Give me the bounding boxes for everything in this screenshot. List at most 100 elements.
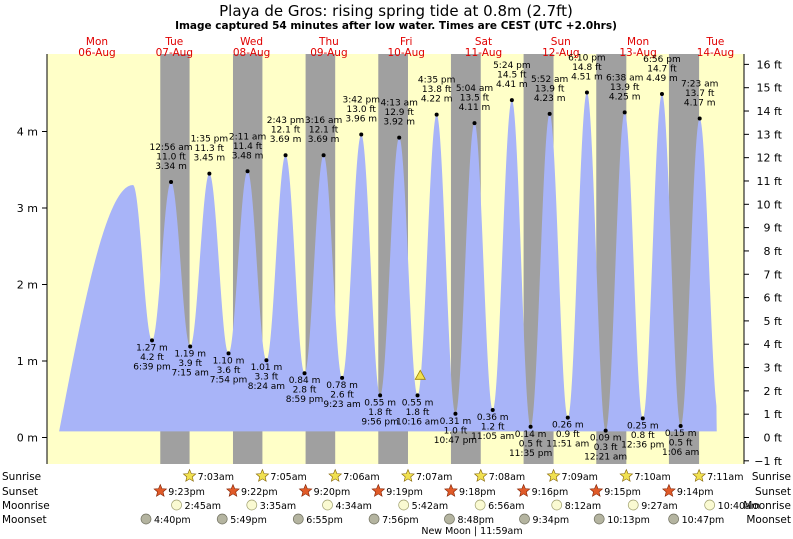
sunrise-time: 7:06am (343, 472, 379, 483)
low-tide-label: 0.09 m (590, 434, 622, 444)
high-tide-point (547, 111, 552, 116)
high-tide-label: 4.51 m (571, 72, 603, 82)
day-label-dow: Fri (400, 36, 413, 48)
sunset-icon (662, 483, 676, 497)
high-tide-label: 11.3 ft (195, 144, 225, 154)
high-tide-label: 13.9 ft (610, 83, 640, 93)
moonset-time: 5:49pm (230, 515, 267, 526)
right-tick-label: 5 ft (764, 315, 783, 328)
high-tide-label: 14.8 ft (572, 63, 602, 73)
chart-subtitle: Image captured 54 minutes after low wate… (175, 20, 617, 32)
left-tick-label: 4 m (17, 126, 38, 139)
low-tide-label: 9:23 am (323, 400, 360, 410)
sunrise-icon (401, 468, 415, 482)
moonrise-icon (398, 499, 410, 511)
right-tick-label: 10 ft (757, 198, 783, 211)
sunset-icon (516, 483, 531, 497)
low-tide-label: 12:21 am (584, 453, 627, 463)
high-tide-label: 3:42 pm (342, 96, 380, 106)
sunrise-time: 7:09am (562, 472, 598, 483)
high-tide-label: 12.1 ft (309, 126, 339, 136)
sunset-icon (444, 483, 458, 497)
row-label-left: Moonrise (2, 500, 50, 512)
moonset-time: 10:47pm (682, 515, 725, 526)
low-tide-label: 3.6 ft (217, 366, 241, 376)
high-tide-label: 3.34 m (155, 162, 187, 172)
high-tide-point (321, 153, 326, 158)
low-tide-point (415, 393, 420, 398)
tide-level-area (59, 92, 717, 432)
high-tide-point (169, 179, 174, 184)
sunset-time: 9:18pm (459, 487, 496, 498)
right-tick-label: 0 ft (764, 432, 783, 445)
right-tick-label: 2 ft (764, 385, 783, 398)
high-tide-label: 1:35 pm (191, 135, 229, 145)
low-tide-label: 3.9 ft (178, 359, 202, 369)
high-tide-point (359, 132, 364, 137)
moonset-icon (140, 513, 152, 525)
low-tide-point (378, 393, 383, 398)
low-tide-label: 7:15 am (172, 368, 209, 378)
low-tide-label: 0.14 m (515, 430, 547, 440)
low-tide-label: 10:47 pm (434, 436, 477, 446)
low-tide-label: 1.0 ft (444, 426, 468, 436)
day-label-dow: Mon (86, 36, 108, 48)
high-tide-label: 4.22 m (421, 95, 453, 105)
high-tide-point (697, 116, 702, 121)
row-label-left: Sunrise (2, 471, 41, 483)
low-tide-label: 1.01 m (251, 363, 283, 373)
high-tide-label: 4.49 m (646, 74, 678, 84)
low-tide-label: 1.8 ft (406, 408, 430, 418)
left-axis-m: 0 m 1 m 2 m 3 m 4 m (17, 126, 47, 445)
moonrise-time: 3:35am (260, 501, 296, 512)
moonset-icon (216, 513, 228, 525)
high-tide-label: 12:56 am (149, 143, 192, 153)
low-tide-label: 0.3 ft (594, 443, 618, 453)
row-label-right: Moonset (746, 514, 791, 526)
right-tick-label: 13 ft (757, 128, 783, 141)
sunrise-icon (473, 468, 488, 482)
left-tick-label: 3 m (17, 202, 38, 215)
moonrise-icon (474, 499, 486, 511)
high-tide-label: 4:13 am (381, 99, 418, 109)
low-tide-point (678, 424, 683, 429)
day-label-date: 09-Aug (310, 47, 347, 59)
sunrise-icon (619, 468, 634, 482)
right-tick-label: 9 ft (764, 222, 783, 235)
high-tide-point (584, 90, 589, 95)
low-tide-label: 6:39 pm (133, 362, 171, 372)
low-tide-label: 11:05 am (471, 432, 514, 442)
low-tide-label: 0.26 m (552, 421, 584, 431)
high-tide-point (207, 171, 212, 176)
sunset-time: 9:20pm (314, 487, 351, 498)
day-label-date: 13-Aug (619, 47, 656, 59)
high-tide-label: 4.11 m (459, 103, 491, 113)
sunrise-time: 7:07am (416, 472, 452, 483)
sunrise-icon (255, 468, 270, 482)
low-tide-label: 7:54 pm (210, 375, 248, 385)
right-tick-label: −1 ft (754, 455, 782, 468)
sunset-time: 9:14pm (677, 487, 714, 498)
plot-frame (46, 54, 745, 464)
high-tide-label: 6:56 pm (643, 55, 681, 65)
high-tide-label: 6:38 am (606, 73, 643, 83)
high-tide-label: 13.5 ft (460, 94, 490, 104)
low-tide-label: 1.2 ft (481, 422, 505, 432)
sunset-icon (589, 483, 604, 497)
right-tick-label: 14 ft (757, 105, 783, 118)
right-tick-label: 15 ft (757, 82, 783, 95)
moonrise-icon (704, 499, 716, 511)
sunset-time: 9:19pm (386, 487, 423, 498)
moonrise-time: 6:56am (488, 501, 524, 512)
high-tide-label: 5:04 am (456, 84, 493, 94)
day-label-dow: Mon (627, 36, 649, 48)
high-tide-label: 3:16 am (305, 116, 342, 126)
high-tide-label: 12.9 ft (384, 108, 414, 118)
low-tide-label: 0.55 m (402, 398, 434, 408)
low-tide-label: 0.31 m (440, 417, 472, 427)
low-tide-point (340, 375, 345, 380)
high-tide-label: 3.69 m (308, 135, 340, 145)
low-tide-point (150, 338, 155, 343)
moonrise-icon (246, 499, 258, 511)
